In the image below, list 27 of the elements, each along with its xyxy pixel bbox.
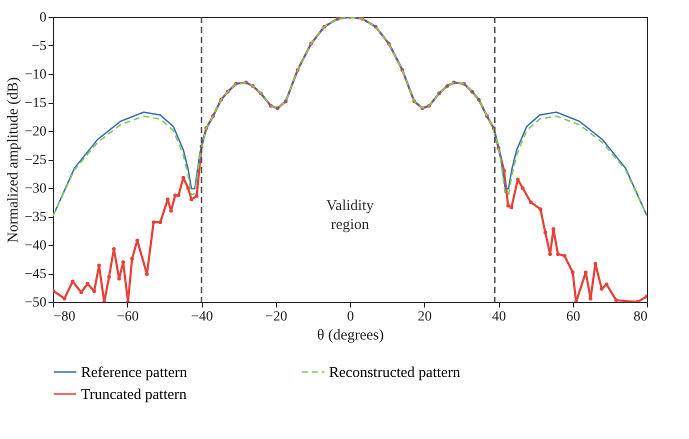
line-series [53, 17, 647, 217]
y-tick-label: −20 [24, 124, 46, 140]
y-axis-title: Normalized amplitude (dB) [6, 77, 22, 243]
x-tick-label: 0 [347, 310, 354, 324]
x-axis-title: θ (degrees) [317, 328, 384, 344]
legend-label: Truncated pattern [81, 387, 188, 403]
y-tick-label: −40 [24, 238, 46, 254]
y-tick-label: −15 [24, 96, 46, 111]
x-tick-label: 40 [492, 310, 506, 324]
x-tick-label: 60 [566, 310, 580, 324]
x-tick-label: 80 [634, 310, 648, 324]
x-tick-label: −20 [265, 310, 288, 324]
x-tick-label: −60 [116, 310, 139, 324]
y-tick-label: −50 [24, 296, 46, 310]
x-tick-label: −80 [54, 310, 76, 324]
x-tick-label: −40 [191, 310, 213, 324]
y-tick-label: −25 [24, 153, 46, 168]
legend-label: Reconstructed pattern [329, 365, 461, 381]
y-tick-label: −35 [24, 210, 46, 225]
y-tick-label: −45 [24, 267, 46, 282]
x-tick-label: 20 [418, 310, 432, 324]
annotation: Validity region [326, 198, 374, 234]
y-tick-label: −10 [24, 68, 46, 82]
y-tick-label: 0 [40, 10, 46, 26]
y-tick-label: −30 [24, 182, 46, 196]
y-tick-label: −5 [32, 39, 46, 54]
legend-label: Reference pattern [81, 365, 188, 381]
